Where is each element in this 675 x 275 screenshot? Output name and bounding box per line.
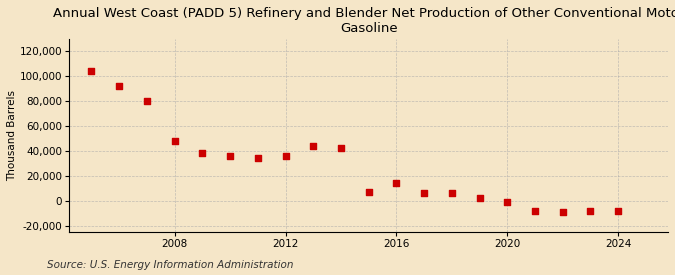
Point <box>558 210 568 214</box>
Point <box>335 146 346 151</box>
Text: Source: U.S. Energy Information Administration: Source: U.S. Energy Information Administ… <box>47 260 294 270</box>
Point <box>114 84 125 88</box>
Point <box>502 200 513 204</box>
Point <box>280 154 291 158</box>
Y-axis label: Thousand Barrels: Thousand Barrels <box>7 90 17 181</box>
Point <box>585 208 596 213</box>
Point <box>530 208 541 213</box>
Point <box>308 144 319 148</box>
Point <box>197 151 208 156</box>
Point <box>474 196 485 200</box>
Point <box>613 208 624 213</box>
Point <box>225 154 236 158</box>
Point <box>252 156 263 161</box>
Point <box>86 69 97 73</box>
Point <box>169 139 180 143</box>
Point <box>418 191 429 196</box>
Title: Annual West Coast (PADD 5) Refinery and Blender Net Production of Other Conventi: Annual West Coast (PADD 5) Refinery and … <box>53 7 675 35</box>
Point <box>363 190 374 194</box>
Point <box>446 191 457 196</box>
Point <box>391 181 402 186</box>
Point <box>142 99 153 103</box>
